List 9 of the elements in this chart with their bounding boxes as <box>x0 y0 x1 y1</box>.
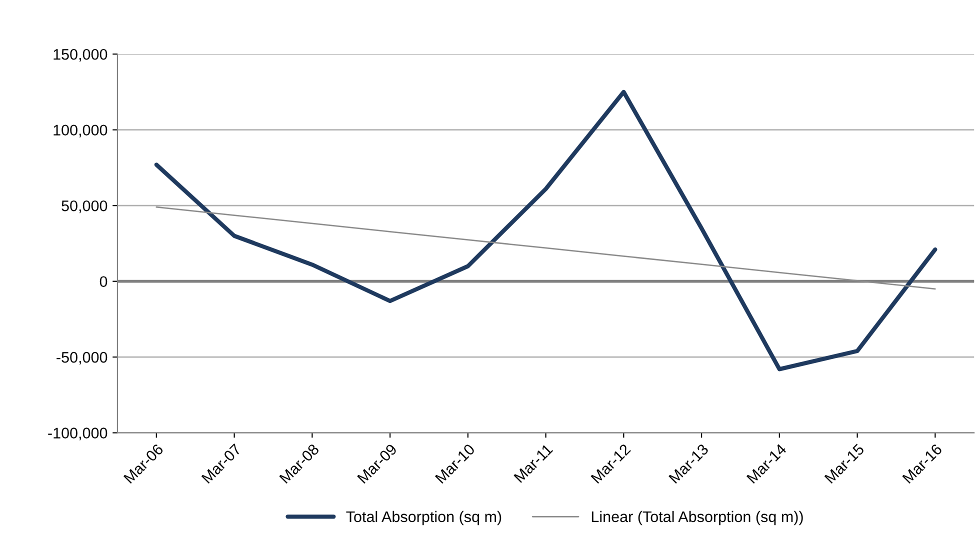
y-tick-label: 50,000 <box>62 200 108 214</box>
line-series <box>154 90 938 372</box>
y-tick-label: -50,000 <box>56 352 108 365</box>
y-tick-label: 0 <box>100 276 108 288</box>
legend-label: Total Absorption (sq m) <box>346 510 502 526</box>
y-tick-label: 100,000 <box>54 124 108 138</box>
legend-label: Linear (Total Absorption (sq m)) <box>592 510 803 526</box>
y-tick-label: 150,000 <box>54 48 108 62</box>
y-tick-label: -100,000 <box>48 428 108 440</box>
